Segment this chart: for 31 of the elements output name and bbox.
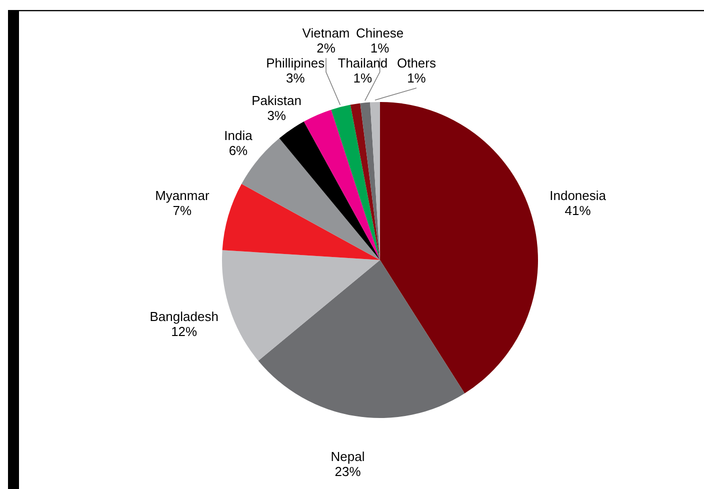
slice-label: Others	[396, 55, 436, 70]
slice-label: Indonesia	[550, 188, 607, 203]
pie-slice	[304, 110, 380, 260]
data-label: 3%	[286, 70, 306, 86]
data-label: 3%	[267, 108, 286, 124]
pie-slice	[350, 103, 380, 260]
slice-label: Bangladesh	[150, 309, 218, 324]
data-label: 1%	[370, 40, 390, 56]
pie-slice	[222, 250, 380, 361]
pie-slice	[360, 102, 380, 260]
slice-label: Pakistan	[252, 93, 302, 108]
slice-label: Nepal	[330, 448, 365, 464]
data-label: 6%	[228, 143, 248, 158]
pie-slice	[258, 260, 465, 418]
slice-label: Thailand	[338, 55, 388, 70]
data-label: 1%	[353, 70, 373, 86]
slice-label: India	[224, 128, 254, 144]
data-label: 2%	[316, 40, 336, 56]
pie-slice	[380, 102, 538, 394]
data-label: 23%	[334, 464, 362, 479]
slice-label: Phillipines	[266, 55, 326, 70]
slice-label: Myanmar	[155, 188, 210, 203]
pie-slice	[331, 104, 380, 260]
data-label: 41%	[564, 202, 592, 218]
slice-label: Chinese	[356, 25, 404, 40]
slice-label: Vietnam	[302, 25, 350, 40]
data-label: 1%	[407, 70, 426, 86]
pie-slice	[222, 184, 380, 260]
data-label: 7%	[172, 202, 192, 218]
data-label: 12%	[171, 324, 198, 340]
pie-slice	[279, 122, 380, 260]
